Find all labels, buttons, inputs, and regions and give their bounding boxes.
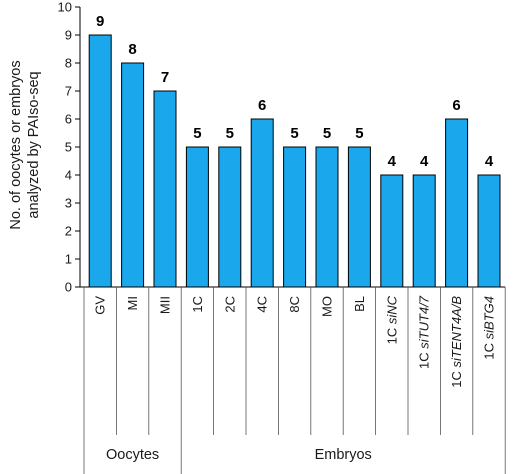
bar-data-label: 4 — [388, 153, 397, 170]
bar — [347, 146, 371, 288]
bar-data-label: 4 — [420, 153, 429, 170]
x-category-label: 4C — [255, 296, 270, 313]
bar — [88, 34, 112, 288]
bar — [153, 90, 177, 288]
x-category-label: BL — [352, 296, 367, 312]
y-axis-title-line-2: analyzed by PAIso-seq — [26, 71, 42, 218]
bar-data-label: 7 — [161, 69, 169, 86]
bar — [315, 146, 339, 288]
y-tick-label: 6 — [65, 112, 72, 127]
bar-data-label: 9 — [96, 13, 104, 30]
bar-data-label: 5 — [323, 125, 331, 142]
group-label: Embryos — [315, 447, 372, 463]
x-category-label: GV — [93, 296, 108, 315]
x-category-label: MO — [320, 296, 335, 317]
x-category-label: 1C siBTG4 — [482, 296, 497, 360]
label-layer: 0 1 2 3 4 5 6 7 8 9 10 9 8 7 5 5 6 5 5 5 4 4 6 4 GV MI MII 1C 2C 4C 8C… — [58, 0, 497, 463]
x-category-label: 1C siTENT4A/B — [449, 296, 464, 388]
x-category-label: 1C siTUT4/7 — [417, 295, 432, 369]
x-category-label: MII — [158, 296, 173, 314]
bar — [477, 174, 501, 288]
bar — [380, 174, 404, 288]
bar — [283, 146, 307, 288]
y-tick-label: 8 — [65, 56, 72, 71]
x-category-label: 1C siNC — [384, 295, 399, 344]
x-category-label: 2C — [222, 296, 237, 313]
bar — [218, 146, 242, 288]
bar — [445, 118, 469, 288]
bar-data-label: 5 — [355, 125, 363, 142]
bar-data-label: 6 — [452, 97, 460, 114]
y-tick-label: 9 — [65, 28, 72, 43]
y-tick-label: 7 — [65, 84, 72, 99]
bar — [121, 62, 145, 288]
bar-data-label: 8 — [128, 41, 136, 58]
bar-data-label: 6 — [258, 97, 266, 114]
x-category-label: 8C — [287, 296, 302, 313]
bar-layer — [88, 34, 501, 288]
axis-layer — [75, 6, 506, 474]
group-label: Oocytes — [106, 447, 159, 463]
bar — [412, 174, 436, 288]
y-tick-label: 2 — [65, 224, 72, 239]
bar-data-label: 5 — [193, 125, 201, 142]
y-tick-label: 0 — [65, 280, 72, 295]
bar-data-label: 5 — [226, 125, 234, 142]
y-axis-title-line-1: No. of oocytes or embryos — [8, 60, 24, 229]
bar — [250, 118, 274, 288]
bar — [185, 146, 209, 288]
bar-data-label: 5 — [290, 125, 298, 142]
y-tick-label: 10 — [58, 0, 72, 15]
y-tick-label: 5 — [65, 140, 72, 155]
y-tick-label: 4 — [65, 168, 72, 183]
x-category-label: 1C — [190, 296, 205, 313]
y-tick-label: 3 — [65, 196, 72, 211]
y-tick-label: 1 — [65, 252, 72, 267]
x-category-label: MI — [125, 296, 140, 310]
bar-data-label: 4 — [485, 153, 494, 170]
